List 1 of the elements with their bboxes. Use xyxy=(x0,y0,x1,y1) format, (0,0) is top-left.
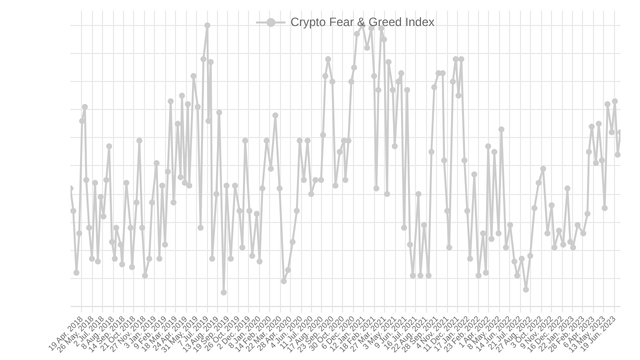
legend-label: Crypto Fear & Greed Index xyxy=(290,15,435,29)
